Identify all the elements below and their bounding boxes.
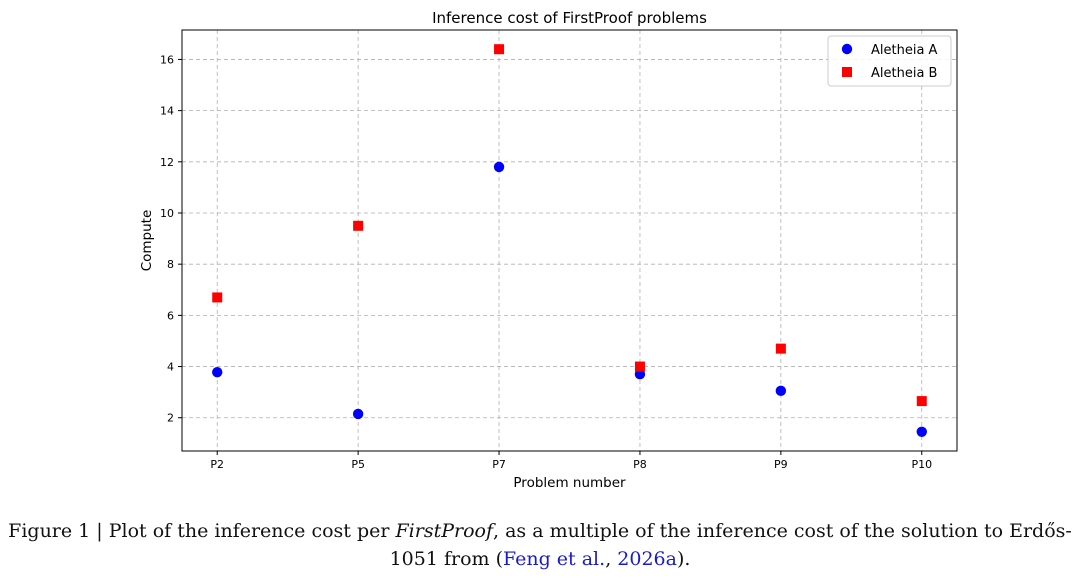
caption-text: Figure 1 | Plot of the inference cost pe…: [8, 520, 396, 542]
caption-emphasis: FirstProof: [395, 520, 494, 542]
legend-box: [827, 35, 952, 87]
legend-marker-circle: [841, 43, 853, 55]
data-point-aletheia-b: [353, 220, 364, 231]
citation-link-year[interactable]: 2026a: [617, 548, 677, 570]
legend-label: Aletheia B: [871, 66, 937, 81]
caption-text: ).: [676, 548, 691, 570]
chart-title: Inference cost of FirstProof problems: [432, 9, 707, 27]
data-point-aletheia-a: [493, 161, 505, 173]
x-tick-label: P9: [774, 458, 788, 471]
y-axis-label: Compute: [139, 210, 155, 272]
data-point-aletheia-b: [916, 396, 927, 407]
data-point-aletheia-a: [775, 385, 787, 397]
data-point-aletheia-b: [775, 343, 786, 354]
caption-text: ,: [605, 548, 618, 570]
figure-caption: Figure 1 | Plot of the inference cost pe…: [0, 517, 1080, 573]
data-point-aletheia-a: [634, 369, 646, 380]
x-tick-label: P8: [633, 458, 647, 471]
y-tick-label: 4: [167, 361, 174, 374]
y-tick-label: 6: [167, 309, 174, 322]
x-axis-label: Problem number: [513, 475, 626, 491]
legend-marker-square: [842, 67, 852, 77]
data-point-aletheia-b: [212, 292, 223, 303]
scatter-chart: 2 4 6 8 10 12 14 16 P2 P5 P7 P8 P9 P10 Inference cost …: [139, 9, 958, 491]
x-tick-label: P2: [210, 458, 224, 471]
x-tick-label: P5: [351, 458, 365, 471]
legend-label: Aletheia A: [871, 43, 938, 58]
y-tick-label: 16: [160, 53, 174, 66]
y-tick-label: 12: [160, 156, 174, 169]
data-point-aletheia-b: [634, 361, 645, 372]
caption-text: , as a multiple of the inference cost of…: [389, 520, 1072, 570]
y-tick-label: 10: [160, 207, 174, 220]
data-point-aletheia-a: [916, 426, 927, 438]
y-tick-label: 2: [167, 412, 174, 425]
x-tick-label: P7: [492, 458, 506, 471]
data-point-aletheia-b: [494, 44, 505, 55]
y-tick-label: 8: [167, 258, 174, 271]
data-point-aletheia-a: [352, 408, 364, 420]
plot-frame: [181, 29, 958, 452]
data-point-aletheia-a: [212, 366, 223, 378]
x-tick-label: P10: [911, 458, 932, 471]
citation-link-authors[interactable]: Feng et al.: [502, 548, 606, 570]
y-tick-label: 14: [160, 105, 174, 118]
